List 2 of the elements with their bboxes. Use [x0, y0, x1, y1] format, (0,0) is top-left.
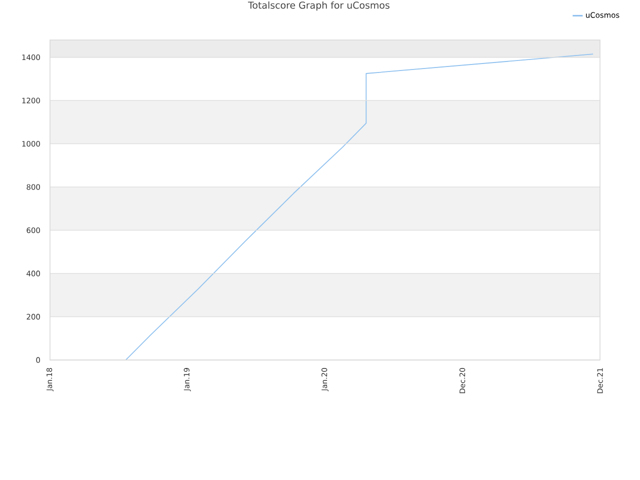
line-series [125, 54, 594, 360]
chart-title: Totalscore Graph for uCosmos [248, 1, 390, 11]
